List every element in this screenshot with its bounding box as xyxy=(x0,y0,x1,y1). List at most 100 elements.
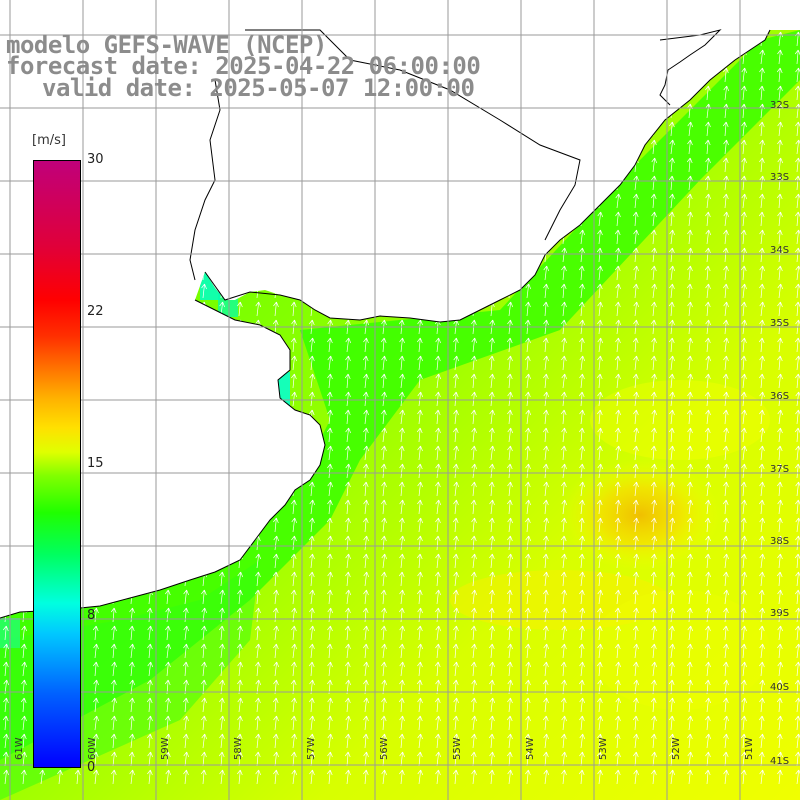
wind-arrow xyxy=(687,769,693,785)
wind-arrow xyxy=(633,265,639,281)
longitude-label: 52W xyxy=(671,737,682,760)
wind-arrow xyxy=(111,697,118,713)
wind-arrow xyxy=(471,337,478,353)
wind-arrow xyxy=(651,229,657,245)
wind-arrow xyxy=(741,193,748,209)
wind-arrow xyxy=(740,229,747,245)
wind-arrow xyxy=(740,355,747,371)
wind-arrow xyxy=(704,643,711,659)
wind-arrow xyxy=(93,697,99,713)
wind-arrow xyxy=(507,409,513,425)
wind-arrow xyxy=(651,409,658,425)
wind-arrow xyxy=(525,607,531,623)
wind-arrow xyxy=(597,211,604,227)
wind-arrow xyxy=(723,229,729,245)
wind-arrow xyxy=(669,193,675,209)
wind-arrow xyxy=(309,373,316,389)
wind-arrow xyxy=(453,499,459,515)
wind-arrow xyxy=(543,283,549,299)
latitude-label: 41S xyxy=(770,756,790,767)
wind-arrow xyxy=(506,337,513,353)
wind-arrow xyxy=(255,769,261,785)
wind-arrow xyxy=(291,625,297,641)
wind-arrow xyxy=(381,445,387,461)
wind-arrow xyxy=(722,121,729,137)
wind-arrow xyxy=(686,409,693,425)
wind-arrow xyxy=(309,751,316,767)
wind-arrow xyxy=(434,409,441,425)
wind-arrow xyxy=(453,337,459,353)
wind-arrow xyxy=(453,553,459,569)
wind-arrow xyxy=(309,571,315,587)
latitude-label: 37S xyxy=(770,464,790,475)
wind-arrow xyxy=(687,517,693,533)
wind-arrow xyxy=(39,769,46,785)
wind-arrow xyxy=(453,661,459,677)
wind-arrow xyxy=(435,499,442,515)
wind-arrow xyxy=(291,499,297,515)
wind-arrow xyxy=(777,265,783,281)
wind-arrow xyxy=(668,175,675,191)
wind-arrow xyxy=(507,607,513,623)
longitude-label: 51W xyxy=(744,737,755,760)
wind-arrow xyxy=(561,697,567,713)
wind-arrow xyxy=(381,571,387,587)
wind-arrow xyxy=(525,391,531,407)
wind-arrow xyxy=(291,589,297,605)
wind-arrow xyxy=(21,661,28,677)
wind-arrow xyxy=(507,661,513,677)
wind-arrow xyxy=(705,733,712,749)
wind-arrow xyxy=(237,769,243,785)
wind-arrow xyxy=(777,463,783,479)
wind-arrow xyxy=(777,139,783,155)
wind-arrow xyxy=(183,733,189,749)
wind-arrow xyxy=(615,571,622,587)
wind-arrow xyxy=(795,661,800,677)
map-title-valid-date: valid date: 2025-05-07 12:00:00 xyxy=(42,74,475,102)
wind-arrow xyxy=(561,247,568,263)
wind-arrow xyxy=(687,139,693,155)
wind-arrow xyxy=(273,769,279,785)
wind-arrow xyxy=(327,463,333,479)
wind-arrow xyxy=(759,769,765,785)
wind-arrow xyxy=(435,445,441,461)
wind-arrow xyxy=(741,535,747,551)
wind-arrow xyxy=(434,535,441,551)
wind-arrow xyxy=(669,535,675,551)
wind-arrow xyxy=(344,751,351,767)
wind-arrow xyxy=(669,139,676,155)
wind-arrow xyxy=(777,607,783,623)
wind-arrow xyxy=(489,625,495,641)
wind-arrow xyxy=(669,769,676,785)
wind-arrow xyxy=(651,337,657,353)
wind-arrow xyxy=(723,697,729,713)
wind-arrow xyxy=(705,283,711,299)
wind-arrow xyxy=(452,517,459,533)
wind-arrow xyxy=(669,625,675,641)
wind-arrow xyxy=(435,373,442,389)
wind-arrow xyxy=(183,607,189,623)
wind-arrow xyxy=(705,751,711,767)
wind-arrow xyxy=(273,733,279,749)
wind-arrow xyxy=(381,553,388,569)
wind-arrow xyxy=(669,121,675,137)
wind-arrow xyxy=(327,625,333,641)
wind-arrow xyxy=(579,661,585,677)
wind-arrow xyxy=(758,211,765,227)
wind-arrow xyxy=(21,715,27,731)
wind-arrow xyxy=(291,769,298,785)
wind-arrow xyxy=(651,769,657,785)
wind-arrow xyxy=(309,607,315,623)
wind-arrow xyxy=(723,733,729,749)
wind-arrow xyxy=(381,373,387,389)
wind-arrow xyxy=(615,499,621,515)
wind-arrow xyxy=(722,625,729,641)
wind-arrow xyxy=(597,517,603,533)
wind-arrow xyxy=(363,769,369,785)
wind-arrow xyxy=(327,571,333,587)
wind-arrow xyxy=(615,517,621,533)
wind-arrow xyxy=(399,715,405,731)
wind-arrow xyxy=(651,139,657,155)
wind-arrow xyxy=(632,589,639,605)
wind-arrow xyxy=(705,661,711,677)
